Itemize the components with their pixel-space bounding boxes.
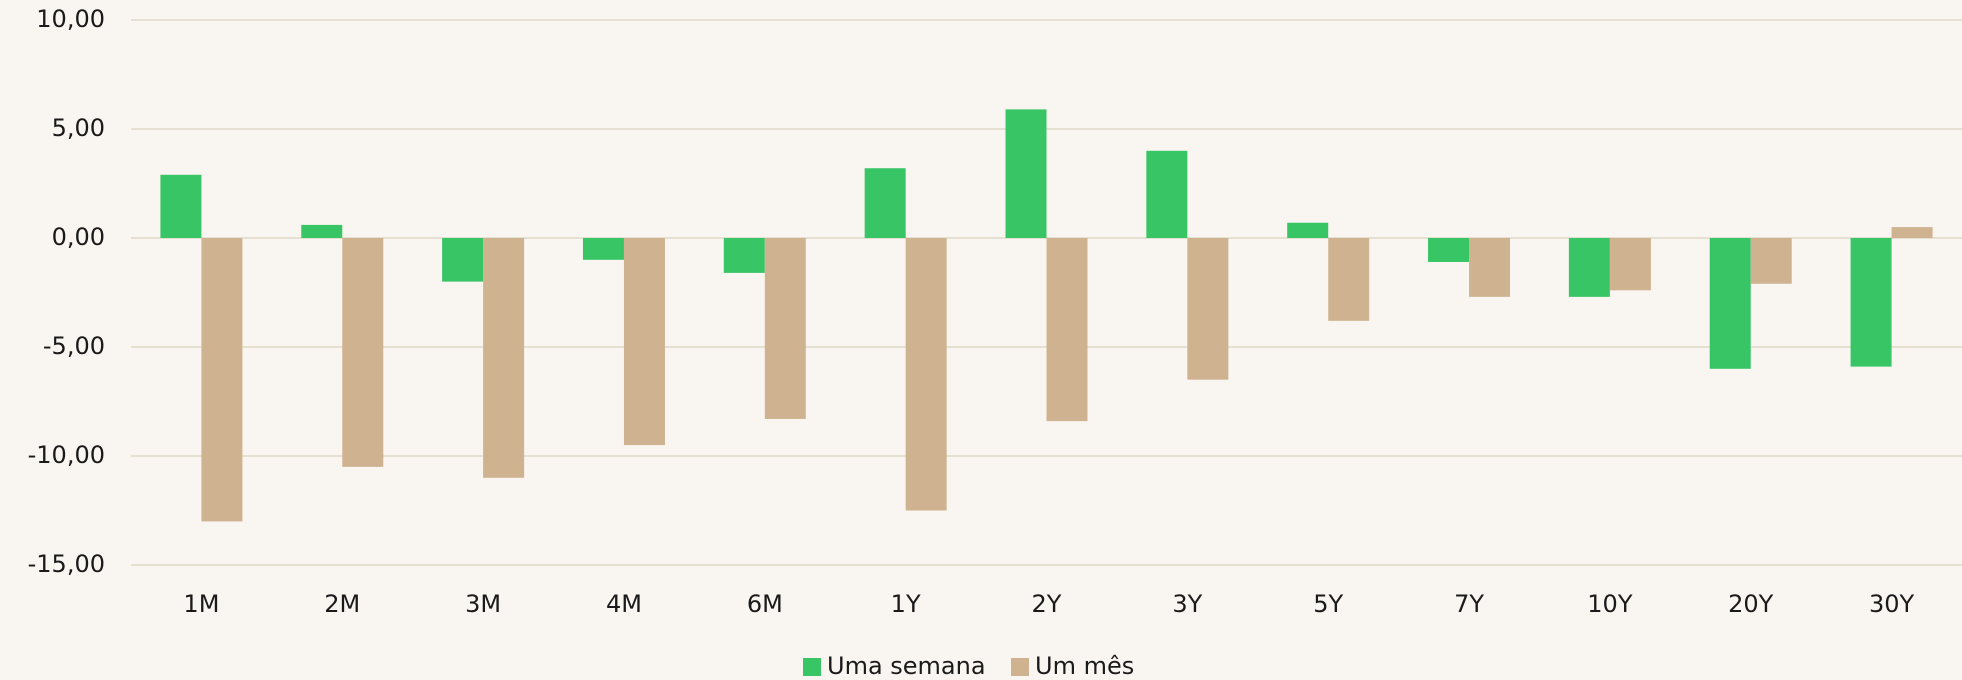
x-tick-label: 7Y — [1454, 590, 1484, 618]
bar — [1850, 238, 1892, 367]
bar — [442, 238, 484, 282]
x-tick-label: 3Y — [1172, 590, 1202, 618]
bar — [723, 238, 765, 273]
x-tick-label: 2Y — [1032, 590, 1062, 618]
bar — [160, 174, 202, 238]
bar — [1750, 238, 1792, 284]
y-tick-label: -15,00 — [28, 550, 105, 578]
x-tick-label: 20Y — [1728, 590, 1774, 618]
x-tick-label: 3M — [465, 590, 501, 618]
x-tick-label: 5Y — [1313, 590, 1343, 618]
bar — [1287, 222, 1329, 238]
bar — [1709, 238, 1751, 369]
bar — [342, 238, 384, 467]
x-tick-label: 4M — [606, 590, 642, 618]
bar — [1609, 238, 1651, 291]
bar — [623, 238, 665, 446]
x-tick-label: 1Y — [891, 590, 921, 618]
bar — [1568, 238, 1610, 297]
bar — [1328, 238, 1370, 321]
x-tick-label: 30Y — [1869, 590, 1915, 618]
bar — [1469, 238, 1511, 297]
y-tick-label: 5,00 — [52, 114, 105, 142]
legend-swatch — [1011, 658, 1029, 676]
bar — [483, 238, 525, 478]
bar — [905, 238, 947, 511]
bar — [1891, 227, 1933, 238]
bar — [764, 238, 806, 419]
bar — [201, 238, 243, 522]
bar — [1187, 238, 1229, 380]
legend-label: Um mês — [1035, 652, 1134, 680]
bar — [864, 168, 906, 238]
legend-swatch — [803, 658, 821, 676]
bar — [1046, 238, 1088, 422]
y-tick-label: -10,00 — [28, 441, 105, 469]
bar — [301, 224, 343, 238]
y-tick-label: -5,00 — [43, 332, 105, 360]
y-tick-label: 10,00 — [36, 5, 105, 33]
x-tick-label: 1M — [183, 590, 219, 618]
bar — [582, 238, 624, 260]
bar — [1005, 109, 1047, 238]
y-tick-label: 0,00 — [52, 223, 105, 251]
bar — [1146, 150, 1188, 238]
bar — [1428, 238, 1470, 262]
legend-label: Uma semana — [827, 652, 986, 680]
x-tick-label: 10Y — [1587, 590, 1633, 618]
x-tick-label: 2M — [324, 590, 360, 618]
x-tick-label: 6M — [747, 590, 783, 618]
